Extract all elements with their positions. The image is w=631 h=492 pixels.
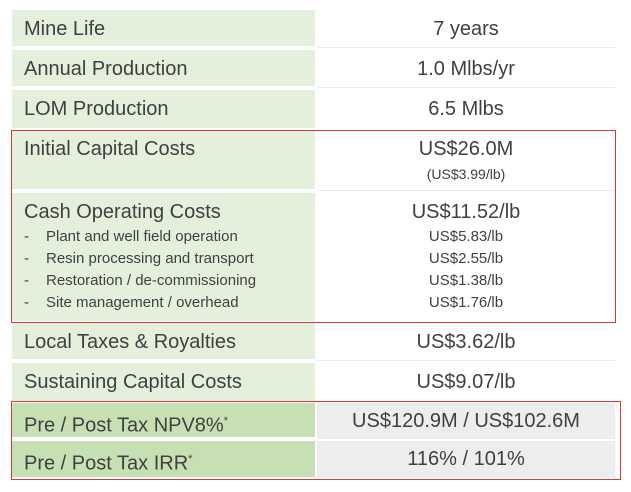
row-label: LOM Production bbox=[12, 90, 315, 128]
row-value: US$3.62/lb bbox=[317, 323, 615, 361]
sub-item: - Site management / overhead bbox=[24, 294, 239, 311]
row-value: US$9.07/lb bbox=[416, 371, 516, 393]
row-label: Initial Capital Costs bbox=[24, 138, 196, 160]
sub-item: - Restoration / de-commissioning bbox=[24, 272, 257, 289]
row-label: Cash Operating Costs bbox=[24, 201, 221, 223]
row-label: Annual Production bbox=[12, 50, 315, 88]
row-label: Local Taxes & Royalties bbox=[12, 323, 315, 361]
table-row-operating: Cash Operating Costs - Plant and well fi… bbox=[12, 193, 615, 321]
row-value: US$120.9M / US$102.6M bbox=[317, 403, 615, 439]
table-row: Local Taxes & Royalties US$3.62/lb bbox=[12, 323, 615, 361]
row-value: 7 years bbox=[317, 10, 615, 48]
sub-value: US$5.83/lb bbox=[428, 228, 504, 245]
sub-value: US$1.76/lb bbox=[428, 294, 504, 311]
table-row-capital: Initial Capital Costs US$26.0M (US$3.99/… bbox=[12, 131, 615, 191]
row-label: Mine Life bbox=[12, 10, 315, 48]
row-label: Sustaining Capital Costs bbox=[12, 363, 315, 401]
footnote-marker: * bbox=[223, 415, 228, 427]
sub-item: - Resin processing and transport bbox=[24, 250, 254, 267]
row-value: US$26.0M bbox=[418, 138, 514, 160]
table-row-npv: Pre / Post Tax NPV8%* US$120.9M / US$102… bbox=[12, 403, 615, 439]
table-row: Sustaining Capital Costs US$9.07/lb bbox=[12, 363, 615, 401]
row-value: US$11.52/lb bbox=[411, 201, 521, 223]
row-label: Pre / Post Tax NPV8% bbox=[24, 414, 224, 437]
sub-value: US$2.55/lb bbox=[428, 250, 504, 267]
table-row: Annual Production 1.0 Mlbs/yr bbox=[12, 50, 615, 88]
row-value: 6.5 Mlbs bbox=[428, 98, 504, 120]
table-row: Mine Life 7 years bbox=[12, 10, 615, 48]
row-note: (US$3.99/lb) bbox=[426, 166, 506, 182]
table-row: LOM Production 6.5 Mlbs bbox=[12, 90, 615, 128]
row-value: 1.0 Mlbs/yr bbox=[317, 50, 615, 88]
row-label: Pre / Post Tax IRR bbox=[24, 452, 189, 475]
row-value: 116% / 101% bbox=[317, 441, 615, 477]
sub-value: US$1.38/lb bbox=[428, 272, 504, 289]
table-row-irr: Pre / Post Tax IRR* 116% / 101% bbox=[12, 441, 615, 477]
sub-item: - Plant and well field operation bbox=[24, 228, 238, 245]
footnote-marker: * bbox=[188, 453, 193, 465]
